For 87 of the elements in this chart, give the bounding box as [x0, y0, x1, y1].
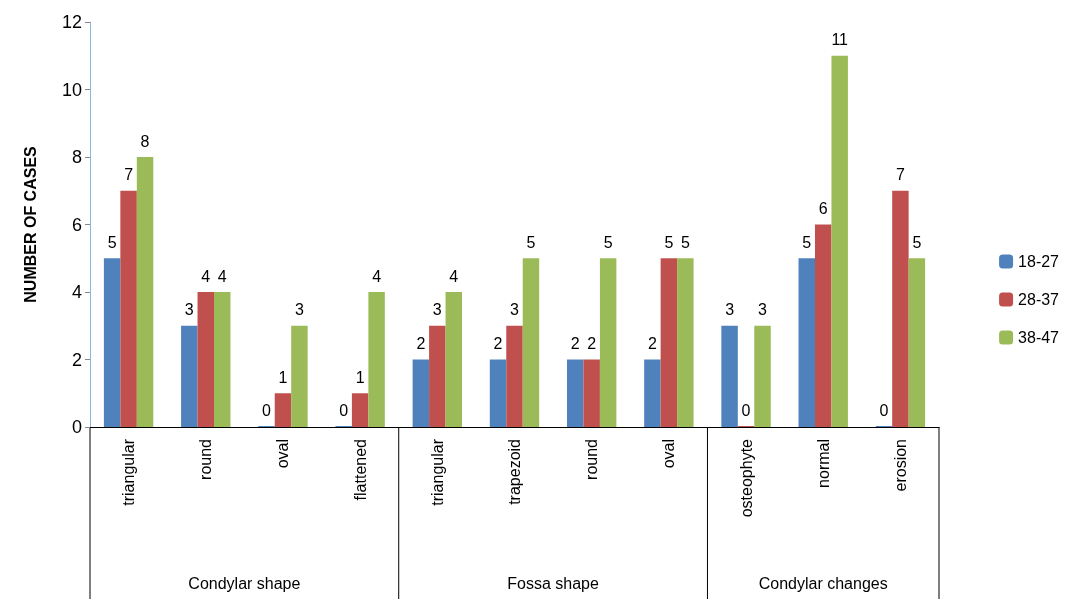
- data-label: 5: [802, 233, 812, 251]
- bar: [274, 393, 292, 427]
- x-tick-label: osteophyte: [737, 438, 755, 518]
- y-tick-label: 10: [61, 79, 82, 100]
- data-label: 5: [680, 233, 690, 251]
- data-label: 0: [741, 401, 751, 419]
- bar: [136, 157, 154, 427]
- bar: [291, 325, 308, 427]
- data-label: 0: [339, 401, 349, 419]
- x-tick-label: round: [583, 439, 601, 480]
- y-tick-label: 4: [71, 282, 82, 302]
- legend-label: 38-47: [1018, 329, 1060, 346]
- data-label: 6: [818, 200, 828, 217]
- data-label: 2: [587, 335, 597, 352]
- x-tick-label: oval: [660, 439, 678, 469]
- data-label: 7: [895, 166, 905, 184]
- data-label: 3: [510, 301, 520, 319]
- data-label: 7: [124, 166, 134, 184]
- y-tick-label: 8: [71, 147, 82, 167]
- legend-label: 18-27: [1018, 253, 1060, 270]
- legend-label: 28-37: [1018, 291, 1060, 308]
- data-label: 2: [493, 335, 503, 352]
- bar: [445, 292, 463, 427]
- bar: [103, 258, 121, 427]
- bar: [120, 190, 137, 427]
- data-label: 4: [372, 267, 382, 285]
- x-tick-label: normal: [814, 439, 832, 488]
- bar: [599, 258, 617, 427]
- data-label: 4: [201, 267, 211, 285]
- bar: [814, 224, 832, 427]
- data-label: 2: [416, 335, 426, 352]
- bar: [583, 359, 600, 427]
- y-tick-label: 2: [71, 349, 82, 370]
- data-label: 5: [603, 233, 613, 251]
- bar: [660, 258, 678, 427]
- text: Condylar shape: [188, 574, 301, 592]
- y-tick-label: 6: [71, 214, 82, 235]
- y-tick-label: 12: [61, 12, 82, 32]
- x-tick-label: round: [197, 439, 215, 480]
- data-label: 1: [278, 368, 288, 386]
- data-label: 2: [570, 335, 580, 352]
- bar: [197, 292, 215, 427]
- data-label: 3: [184, 301, 194, 319]
- text: Condylar changes: [758, 574, 888, 592]
- bar: [892, 190, 909, 427]
- bar: [644, 359, 661, 427]
- bar: [351, 393, 369, 427]
- bar: [181, 325, 198, 427]
- bar: [677, 258, 694, 427]
- y-tick-label: 0: [71, 417, 82, 437]
- text: Fossa shape: [507, 574, 599, 592]
- data-label: 4: [217, 267, 227, 285]
- bar: [831, 55, 848, 427]
- x-tick-label: triangular: [428, 438, 446, 506]
- data-label: 5: [912, 233, 922, 251]
- data-label: 5: [526, 233, 536, 251]
- data-label: 8: [140, 132, 150, 150]
- x-tick-label: trapezoid: [506, 439, 523, 505]
- bar: [566, 359, 584, 427]
- bar: [754, 325, 771, 427]
- data-label: 0: [879, 401, 889, 419]
- data-label: 3: [432, 301, 442, 319]
- bar: [522, 258, 540, 427]
- x-tick-label: oval: [274, 439, 292, 469]
- x-tick-label: triangular: [120, 438, 138, 506]
- bar: [489, 359, 507, 427]
- data-label: 2: [647, 335, 657, 352]
- bar: [214, 292, 231, 427]
- bar: [798, 258, 815, 427]
- data-label: 3: [294, 301, 304, 319]
- y-axis-title: NUMBER OF CASES: [21, 145, 39, 303]
- data-label: 11: [831, 31, 849, 49]
- data-label: 3: [725, 301, 735, 319]
- bar: [908, 258, 926, 427]
- data-label: 0: [262, 401, 272, 419]
- bar: [721, 325, 738, 427]
- data-label: 5: [107, 233, 117, 251]
- data-label: 5: [664, 233, 674, 251]
- data-label: 3: [758, 301, 768, 319]
- data-label: 1: [355, 368, 365, 386]
- bar: [368, 292, 385, 427]
- x-tick-label: erosion: [891, 439, 909, 492]
- bar: [506, 325, 523, 427]
- x-tick-label: flattened: [351, 439, 369, 501]
- data-label: 4: [449, 267, 459, 285]
- bar: [429, 325, 446, 427]
- bar: [412, 359, 430, 427]
